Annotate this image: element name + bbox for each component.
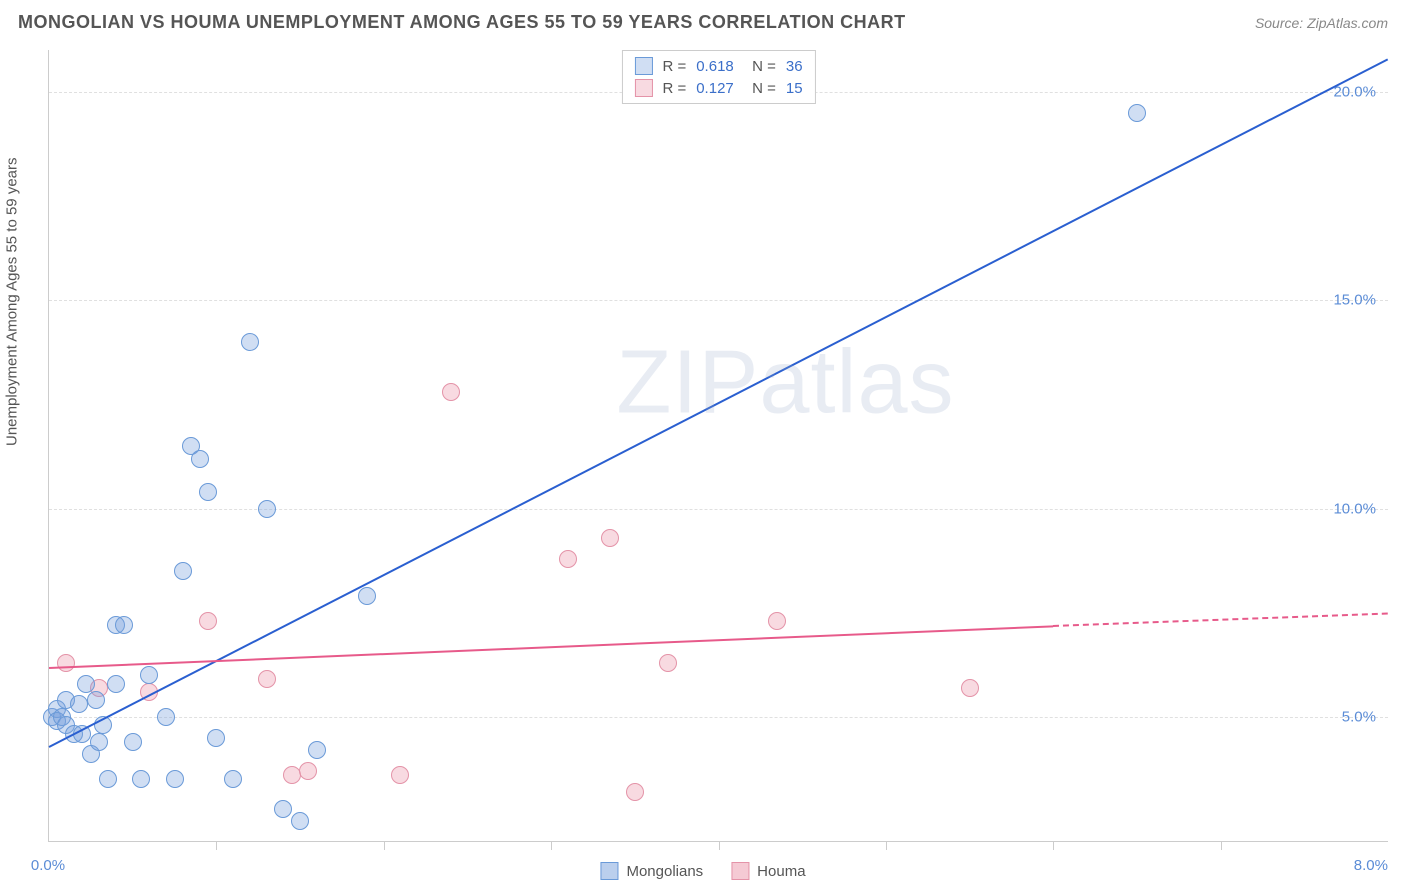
legend-swatch-icon (731, 862, 749, 880)
data-point (258, 670, 276, 688)
data-point (207, 729, 225, 747)
data-point (659, 654, 677, 672)
data-point (224, 770, 242, 788)
data-point (157, 708, 175, 726)
correlation-legend: R = 0.618 N = 36 R = 0.127 N = 15 (621, 50, 815, 104)
legend-swatch-mongolians (634, 57, 652, 75)
x-tick (719, 842, 720, 850)
trend-line (1053, 613, 1388, 628)
data-point (199, 612, 217, 630)
data-point (166, 770, 184, 788)
data-point (768, 612, 786, 630)
data-point (124, 733, 142, 751)
x-tick (1053, 842, 1054, 850)
n-value-mongolians: 36 (786, 58, 803, 75)
data-point (961, 679, 979, 697)
data-point (283, 766, 301, 784)
gridline (49, 717, 1388, 718)
legend-swatch-icon (600, 862, 618, 880)
y-tick-label: 20.0% (1333, 83, 1376, 100)
source-attribution: Source: ZipAtlas.com (1255, 15, 1388, 31)
data-point (601, 529, 619, 547)
data-point (1128, 104, 1146, 122)
data-point (140, 666, 158, 684)
legend-swatch-houma (634, 79, 652, 97)
x-tick (216, 842, 217, 850)
data-point (90, 733, 108, 751)
legend-row-mongolians: R = 0.618 N = 36 (634, 55, 802, 77)
data-point (308, 741, 326, 759)
legend-label: Mongolians (626, 863, 703, 880)
legend-label: Houma (757, 863, 805, 880)
y-tick-label: 5.0% (1342, 708, 1376, 725)
x-tick (384, 842, 385, 850)
chart-plot-area: 5.0%10.0%15.0%20.0% ZIPatlas R = 0.618 N… (48, 50, 1388, 842)
n-value-houma: 15 (786, 80, 803, 97)
data-point (258, 500, 276, 518)
trend-line (49, 58, 1389, 748)
data-point (626, 783, 644, 801)
x-axis-line (49, 841, 1388, 842)
y-axis-label: Unemployment Among Ages 55 to 59 years (4, 157, 21, 446)
data-point (358, 587, 376, 605)
chart-header: MONGOLIAN VS HOUMA UNEMPLOYMENT AMONG AG… (0, 0, 1406, 41)
gridline (49, 509, 1388, 510)
data-point (291, 812, 309, 830)
y-tick-label: 15.0% (1333, 292, 1376, 309)
series-legend: Mongolians Houma (600, 862, 805, 880)
data-point (99, 770, 117, 788)
legend-item-houma: Houma (731, 862, 805, 880)
data-point (77, 675, 95, 693)
r-value-houma: 0.127 (696, 80, 734, 97)
chart-title: MONGOLIAN VS HOUMA UNEMPLOYMENT AMONG AG… (18, 12, 906, 33)
x-tick-label: 8.0% (1354, 857, 1388, 874)
legend-row-houma: R = 0.127 N = 15 (634, 77, 802, 99)
x-tick (551, 842, 552, 850)
r-value-mongolians: 0.618 (696, 58, 734, 75)
data-point (241, 333, 259, 351)
data-point (107, 675, 125, 693)
data-point (87, 691, 105, 709)
data-point (391, 766, 409, 784)
gridline (49, 300, 1388, 301)
data-point (442, 383, 460, 401)
trend-line (49, 625, 1053, 669)
y-tick-label: 10.0% (1333, 500, 1376, 517)
data-point (115, 616, 133, 634)
data-point (70, 695, 88, 713)
data-point (199, 483, 217, 501)
data-point (299, 762, 317, 780)
data-point (174, 562, 192, 580)
data-point (132, 770, 150, 788)
legend-item-mongolians: Mongolians (600, 862, 703, 880)
data-point (57, 654, 75, 672)
x-tick (886, 842, 887, 850)
data-point (191, 450, 209, 468)
x-tick (1221, 842, 1222, 850)
data-point (274, 800, 292, 818)
x-tick-label: 0.0% (31, 857, 65, 874)
data-point (559, 550, 577, 568)
